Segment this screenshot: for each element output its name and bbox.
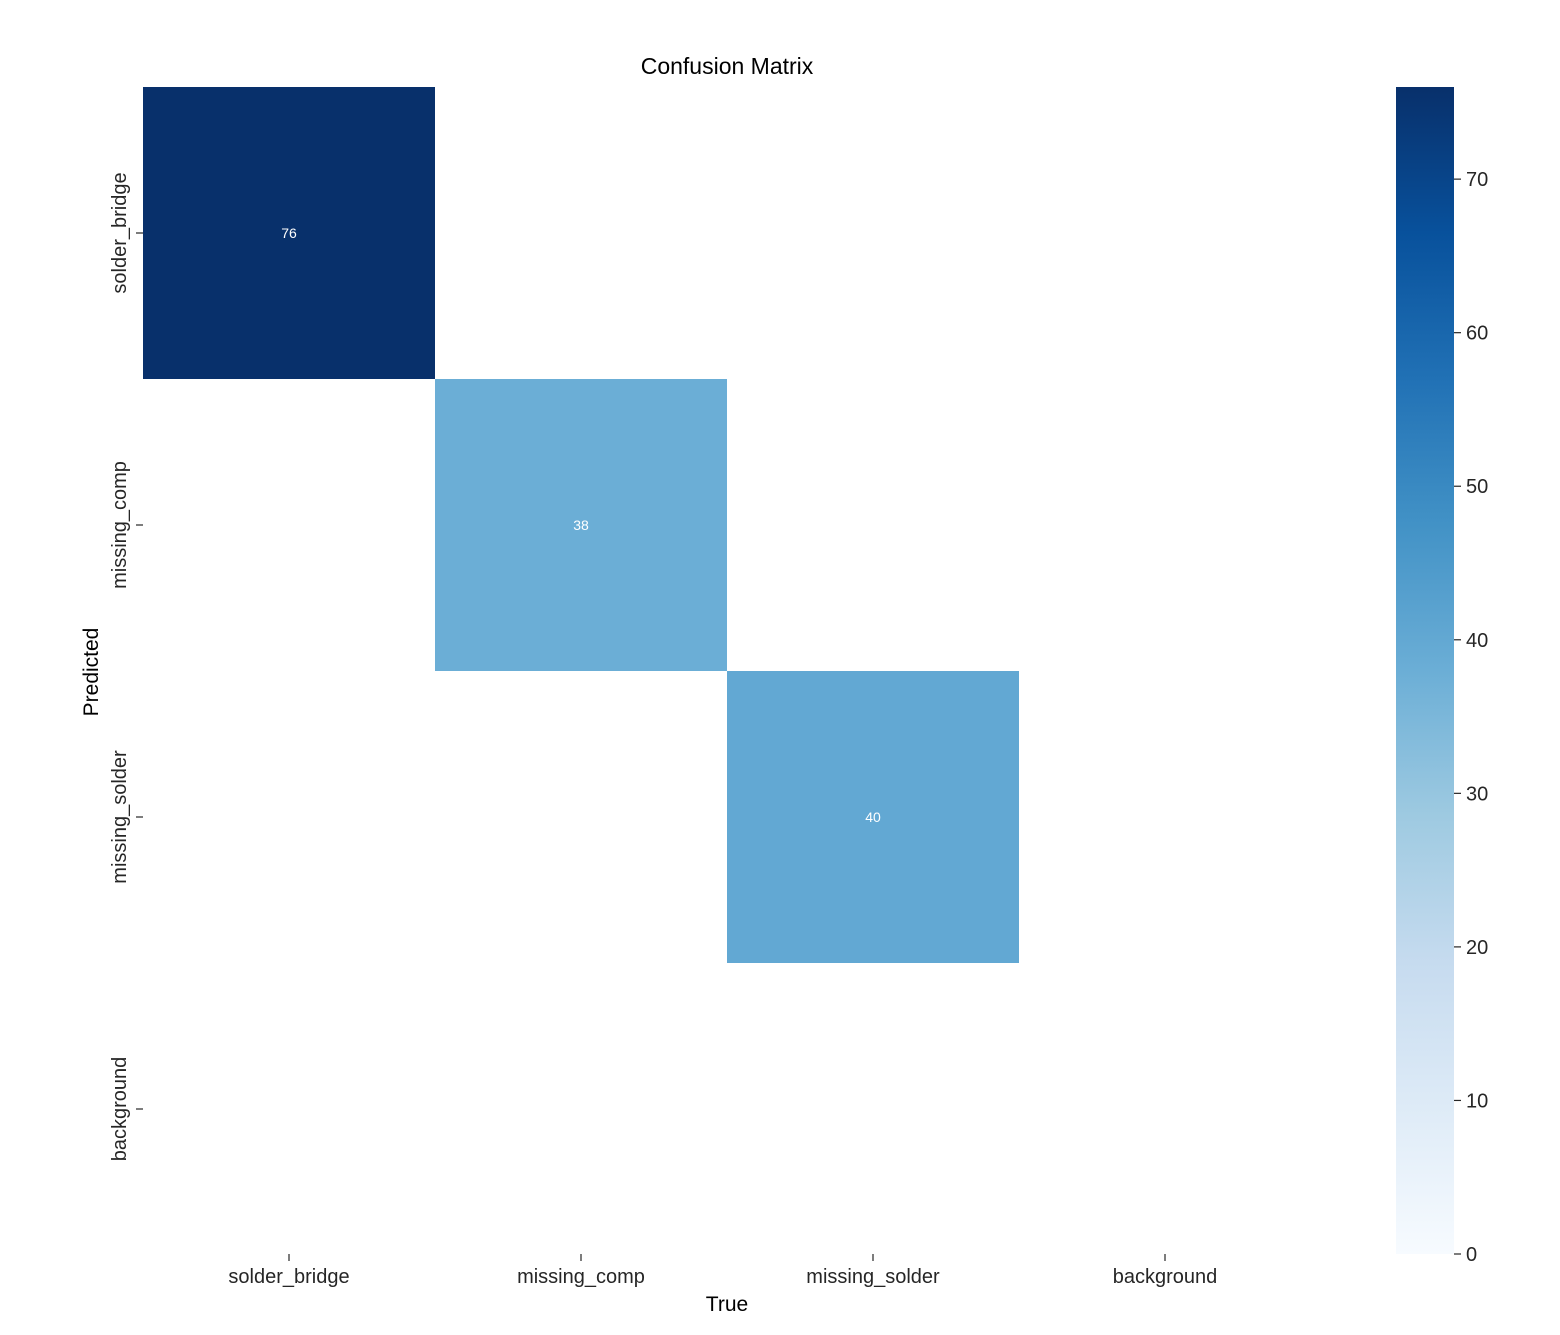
colorbar-tick-label: 20: [1466, 937, 1488, 959]
colorbar-tick-label: 70: [1466, 169, 1488, 191]
chart-title: Confusion Matrix: [641, 53, 814, 79]
cell-value-label: 40: [865, 809, 881, 825]
colorbar: 0 10 20 30 40 50 60 70: [1396, 87, 1488, 1266]
x-tick-label: missing_comp: [517, 1266, 645, 1288]
y-tick-label: missing_solder: [109, 750, 131, 884]
y-tick-label: missing_comp: [109, 461, 131, 589]
colorbar-tick-label: 0: [1466, 1244, 1477, 1266]
colorbar-ticks: 0 10 20 30 40 50 60 70: [1454, 169, 1488, 1266]
x-axis-ticks: solder_bridge missing_comp missing_solder b…: [228, 1254, 1217, 1288]
x-tick-label: solder_bridge: [228, 1266, 349, 1288]
heatmap-cell: [143, 87, 435, 379]
x-tick-label: background: [1113, 1266, 1218, 1288]
colorbar-tick-label: 60: [1466, 323, 1488, 345]
colorbar-tick-label: 10: [1466, 1090, 1488, 1112]
y-tick-label: background: [109, 1057, 131, 1162]
heatmap-cell: [435, 379, 727, 671]
y-tick-label: solder_bridge: [109, 172, 131, 293]
colorbar-tick-label: 50: [1466, 476, 1488, 498]
x-axis-label: True: [706, 1293, 748, 1316]
colorbar-tick-label: 30: [1466, 783, 1488, 805]
heatmap-cell: [727, 671, 1019, 963]
heatmap-cells: [143, 87, 1019, 963]
y-axis-label: Predicted: [80, 628, 103, 717]
y-axis-ticks: solder_bridge missing_comp missing_solderb…: [109, 172, 143, 1161]
x-tick-label: missing_solder: [806, 1266, 940, 1288]
colorbar-gradient: [1396, 87, 1454, 1254]
cell-value-label: 76: [281, 225, 297, 241]
cell-value-label: 38: [573, 517, 589, 533]
heatmap-cell-labels: 76 38 40: [281, 225, 881, 825]
colorbar-tick-label: 40: [1466, 630, 1488, 652]
